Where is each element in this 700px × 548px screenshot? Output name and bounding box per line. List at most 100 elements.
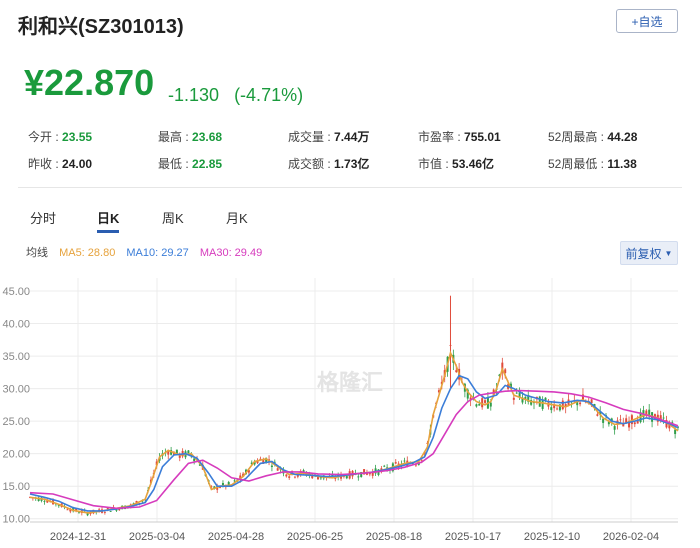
candle-body [544, 397, 547, 401]
candle-body [602, 418, 605, 423]
x-tick-label: 2025-12-10 [524, 531, 580, 543]
candle-body [613, 426, 616, 430]
price-change-percent: (-4.71%) [234, 85, 304, 105]
candle-body [437, 390, 440, 393]
ma10-value: MA10: 29.27 [126, 247, 189, 259]
candle-body [630, 415, 633, 425]
stat-pe-label: 市盈率 : [418, 130, 461, 144]
candle-body [648, 409, 651, 417]
candle-body [625, 418, 628, 424]
tab-monthly-k[interactable]: 月K [226, 211, 248, 226]
stat-52w-high-value: 44.28 [607, 130, 638, 144]
stat-low: 最低 : 22.85 [158, 155, 222, 172]
tab-intraday[interactable]: 分时 [30, 211, 57, 226]
candle-body [103, 512, 106, 513]
candle-body [253, 461, 256, 465]
candle-body [633, 422, 636, 425]
candle-body [276, 468, 279, 471]
stat-high: 最高 : 23.68 [158, 128, 222, 145]
candle-body [509, 383, 512, 388]
candle-body [317, 476, 319, 480]
candle-body [394, 462, 397, 464]
stat-52w-high: 52周最高 : 44.28 [548, 128, 637, 145]
candle-body [469, 397, 472, 401]
candle-body [293, 476, 296, 478]
tab-daily-k[interactable]: 日K [97, 211, 120, 226]
candle-body [498, 374, 501, 377]
x-tick-label: 2025-06-25 [287, 531, 343, 543]
series-ma30-line [29, 389, 679, 510]
stat-market-cap-label: 市值 : [418, 157, 449, 171]
caret-down-icon: ▼ [664, 248, 673, 258]
ma5-value: MA5: 28.80 [59, 247, 116, 259]
candle-body [478, 404, 481, 406]
candle-body [256, 460, 259, 464]
stat-market-cap: 市值 : 53.46亿 [418, 155, 494, 172]
candle-body [596, 414, 599, 416]
stat-amount-value: 1.73亿 [334, 157, 370, 171]
x-tick-label: 2025-04-28 [208, 531, 264, 543]
y-tick-label: 15.00 [2, 481, 30, 493]
candle-body [46, 500, 49, 503]
candle-body [636, 419, 639, 424]
candle-body [239, 475, 242, 480]
stat-market-cap-value: 53.46亿 [452, 157, 495, 171]
candle-body [118, 508, 121, 511]
candle-body [270, 465, 273, 467]
candle-body [628, 420, 631, 428]
candle-body [86, 512, 89, 516]
kline-chart[interactable]: 45.00 40.00 35.00 30.00 25.00 20.00 15.00 10.00… [0, 272, 700, 548]
candle-body [561, 400, 564, 410]
stat-volume: 成交量 : 7.44万 [288, 128, 369, 145]
candle-body [556, 408, 559, 410]
candle-body [285, 474, 288, 477]
candle-body [414, 464, 417, 466]
candle-body [247, 470, 250, 473]
candle-body [481, 398, 484, 408]
candle-body [106, 507, 109, 510]
candle-body [262, 459, 265, 464]
candle-body [265, 457, 268, 463]
candle-body [489, 402, 492, 407]
tab-weekly-k[interactable]: 周K [162, 211, 184, 226]
candle-body [541, 399, 544, 409]
candle-body [420, 459, 423, 461]
stat-volume-label: 成交量 : [288, 130, 331, 144]
candle-body [527, 395, 530, 402]
candle-body [581, 394, 584, 400]
candle-body [607, 421, 610, 425]
stat-high-value: 23.68 [192, 130, 223, 144]
candle-body [619, 419, 622, 421]
adjustment-dropdown[interactable]: 前复权 ▼ [620, 241, 678, 265]
ma-legend-label: 均线 [26, 247, 48, 259]
stat-prev-close-label: 昨收 : [28, 157, 59, 171]
active-tab-indicator [97, 230, 119, 233]
candle-body [77, 512, 80, 514]
candle-body [553, 404, 556, 409]
candle-body [662, 417, 665, 419]
candle-body [221, 483, 224, 486]
y-tick-label: 10.00 [2, 514, 30, 526]
candle-body [512, 397, 515, 400]
candle-body [645, 410, 648, 415]
candle-body [210, 486, 213, 488]
candle-body [173, 452, 175, 456]
y-tick-label: 20.00 [2, 449, 30, 461]
candle-body [175, 449, 178, 454]
candle-body [504, 369, 507, 374]
candle-body [363, 469, 366, 475]
candle-body [579, 402, 582, 405]
stat-open: 今开 : 23.55 [28, 128, 92, 145]
stat-open-label: 今开 : [28, 130, 59, 144]
candle-body [259, 458, 262, 460]
candle-body [89, 513, 92, 514]
candle-body [227, 482, 230, 485]
add-to-watchlist-button[interactable]: +自选 [616, 9, 678, 33]
candle-body [659, 415, 662, 422]
y-tick-label: 40.00 [2, 319, 30, 331]
candle-body [484, 400, 487, 403]
candle-body [109, 511, 112, 512]
candle-body [380, 468, 383, 471]
price-change: -1.130 (-4.71%) [168, 85, 313, 106]
stat-52w-high-label: 52周最高 : [548, 130, 605, 144]
